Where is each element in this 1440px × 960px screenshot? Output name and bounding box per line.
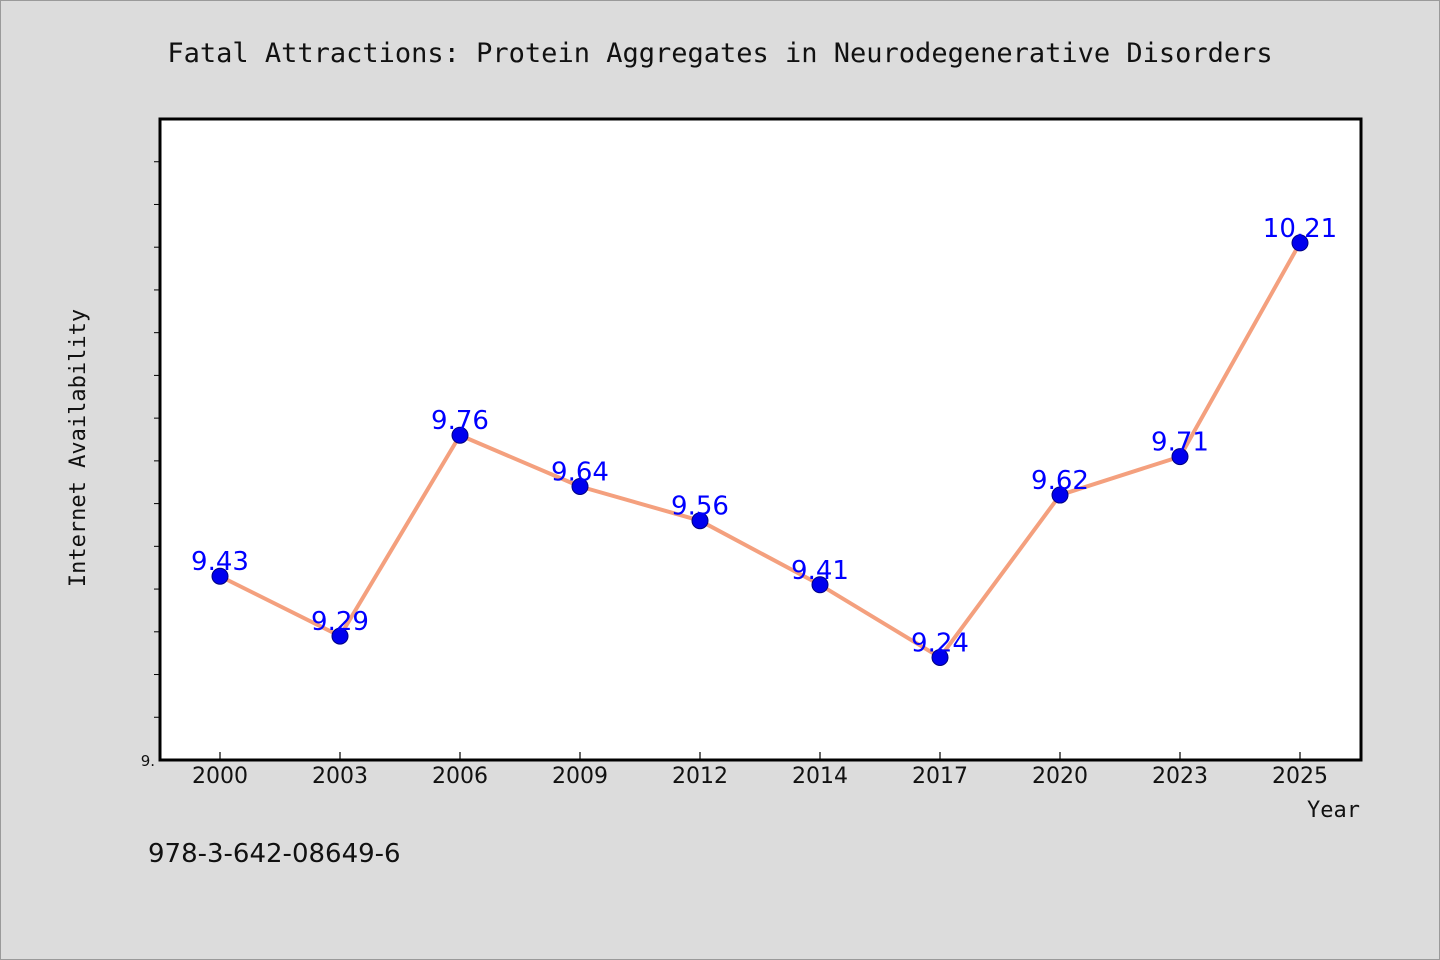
x-tick-label: 2025	[1272, 764, 1328, 789]
x-axis-label: Year	[1307, 798, 1360, 823]
data-point	[1051, 486, 1069, 504]
data-point	[331, 627, 349, 645]
data-label: 9.29	[311, 607, 369, 637]
y-axis-ticks	[154, 161, 160, 718]
x-tick-label: 2003	[312, 764, 368, 789]
plot-area	[158, 117, 1363, 762]
series-layer: 9.43 9.29 9.76 9.64 9.56 9.41 9.24 9.62 9.71 10.2…	[191, 214, 1337, 666]
y-axis-label: Internet Availability	[66, 309, 91, 587]
data-label: 9.41	[791, 556, 849, 586]
data-point	[811, 576, 829, 594]
chart-title: Fatal Attractions: Protein Aggregates in…	[167, 38, 1272, 69]
data-label: 9.56	[671, 492, 729, 522]
data-point	[691, 512, 709, 530]
data-point	[1171, 448, 1189, 466]
data-label: 10.21	[1263, 214, 1337, 244]
x-tick-label: 2023	[1152, 764, 1208, 789]
x-tick-label: 2012	[672, 764, 728, 789]
data-label: 9.76	[431, 406, 489, 436]
x-tick-label: 2020	[1032, 764, 1088, 789]
data-label: 9.43	[191, 547, 249, 577]
data-label: 9.71	[1151, 428, 1209, 458]
series-line	[218, 240, 1302, 660]
data-point	[571, 478, 589, 496]
x-tick-label: 2006	[432, 764, 488, 789]
data-point	[211, 567, 229, 585]
x-tick-label: 2000	[192, 764, 248, 789]
data-point	[931, 648, 949, 666]
x-axis-ticks: 2000 2003 2006 2009 2012 2014 2017 2020 2023 2025	[192, 752, 1328, 789]
isbn-text: 978-3-642-08649-6	[148, 839, 401, 869]
data-label: 9.62	[1031, 466, 1089, 496]
data-label: 9.64	[551, 458, 609, 488]
x-tick-label: 2017	[912, 764, 968, 789]
y-tick-label: 9.	[141, 752, 155, 770]
x-tick-label: 2009	[552, 764, 608, 789]
data-point	[451, 426, 469, 444]
data-point	[1291, 234, 1309, 252]
data-label: 9.24	[911, 628, 969, 658]
x-tick-label: 2014	[792, 764, 848, 789]
